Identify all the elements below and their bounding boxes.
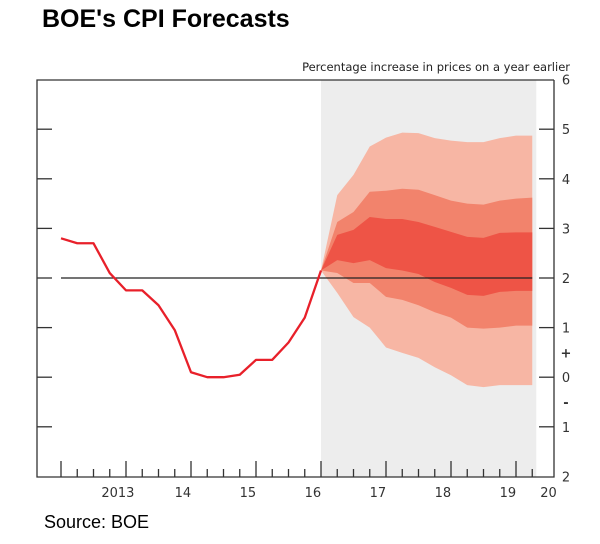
x-tick-label: 18: [435, 486, 452, 501]
y-tick-label: 3: [562, 222, 570, 237]
y-tick-label: 2: [562, 470, 570, 485]
y-tick-label: 2: [562, 272, 570, 287]
x-tick-label: 15: [240, 486, 257, 501]
y-tick-label: 0: [562, 371, 570, 386]
y-tick-label: 4: [562, 173, 570, 188]
y-tick-label: 1: [562, 322, 570, 337]
y-tick-label: 6: [562, 74, 570, 89]
chart-subtitle: Percentage increase in prices on a year …: [302, 60, 570, 74]
y-tick-label: 1: [562, 421, 570, 436]
chart-title: BOE's CPI Forecasts: [42, 5, 290, 33]
x-tick-label: 14: [175, 486, 192, 501]
y-tick-label: +: [561, 346, 572, 361]
x-tick-label: 16: [305, 486, 322, 501]
fan-band-inner: [321, 216, 533, 296]
source-note: Source: BOE: [44, 512, 150, 532]
x-tick-label: 19: [500, 486, 517, 501]
x-tick-label: 17: [370, 486, 387, 501]
x-tick-label: 2013: [101, 486, 134, 501]
history-line: [60, 237, 323, 379]
x-tick-label: 20: [540, 486, 557, 501]
y-tick-label: -: [563, 396, 568, 411]
y-tick-label: 5: [562, 123, 570, 138]
plot-frame: [36, 79, 555, 478]
